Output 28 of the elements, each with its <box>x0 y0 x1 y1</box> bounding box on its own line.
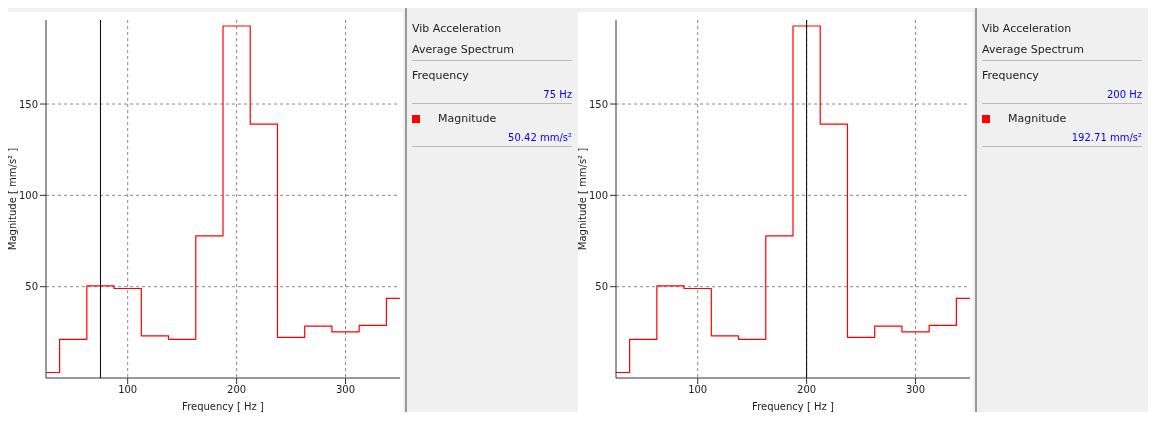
x-tick-label: 200 <box>227 384 247 396</box>
text: Average Spectrum <box>982 39 1142 61</box>
y-tick-label: 50 <box>25 281 38 293</box>
text: Vib Acceleration <box>412 21 503 37</box>
y-tick-label: 50 <box>595 281 608 293</box>
x-tick-label: 300 <box>905 384 926 396</box>
text: Vib Acceleration <box>982 21 1073 37</box>
y-tick-label: 150 <box>18 98 38 110</box>
x-tick-label: 100 <box>688 384 708 396</box>
y-axis-title: Magnitude [ mm/s² ] <box>576 147 588 251</box>
text: 50.42 mm/s² <box>412 129 572 147</box>
text: Average Spectrum <box>412 39 572 61</box>
legend-label: Magnitude <box>1008 112 1067 125</box>
text: Frequency <box>982 68 1040 84</box>
x-tick-label: 300 <box>335 384 356 396</box>
y-tick-label: 100 <box>18 189 38 201</box>
x-tick-label: 100 <box>118 384 138 396</box>
x-tick-label: 200 <box>797 384 817 396</box>
y-tick-label: 100 <box>588 189 608 201</box>
text: 75 Hz <box>412 86 572 104</box>
y-axis-title: Magnitude [ mm/s² ] <box>6 147 18 251</box>
y-tick-label: 150 <box>588 98 608 110</box>
legend-label: Magnitude <box>438 112 497 125</box>
x-axis-title: Frequency [ Hz ] <box>752 401 834 412</box>
x-axis-title: Frequency [ Hz ] <box>182 401 264 412</box>
text: Frequency <box>412 68 470 84</box>
text: 200 Hz <box>982 86 1142 104</box>
text: 192.71 mm/s² <box>982 129 1142 147</box>
